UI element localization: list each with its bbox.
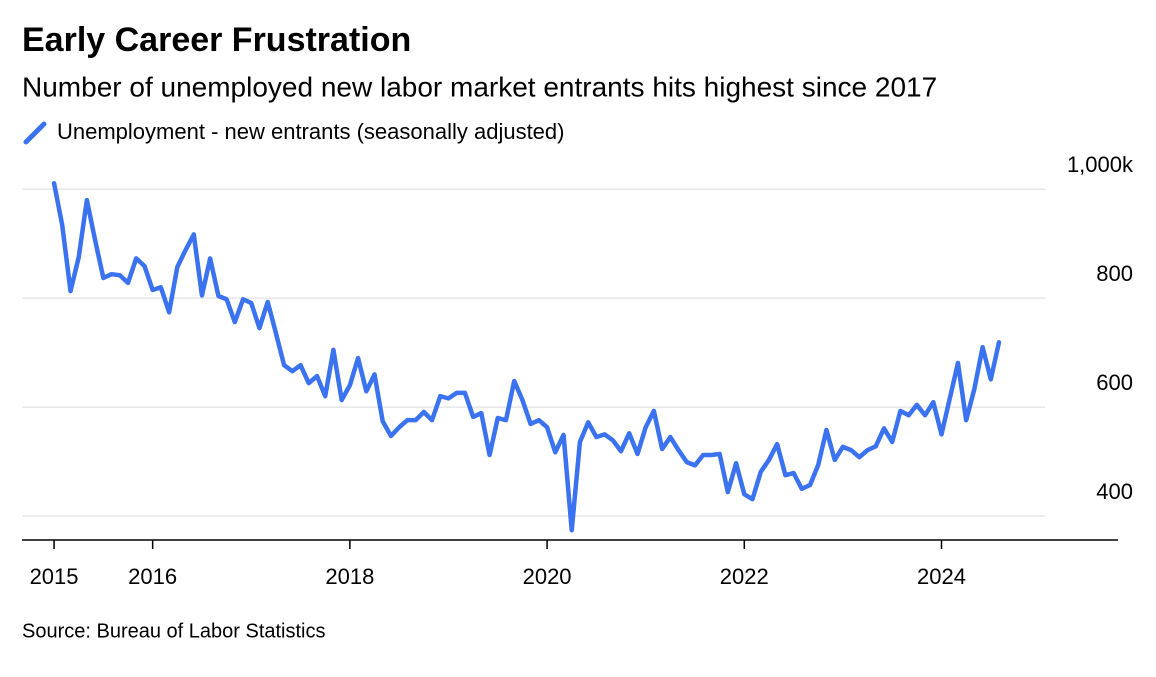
legend-label: Unemployment - new entrants (seasonally … [57, 119, 564, 144]
legend-swatch [23, 121, 47, 145]
chart-subtitle: Number of unemployed new labor market en… [22, 71, 937, 102]
y-tick-label: 1,000k [1067, 152, 1134, 177]
x-tick-label: 2022 [720, 564, 769, 589]
y-tick-label: 400 [1096, 479, 1133, 504]
x-tick-label: 2015 [30, 564, 79, 589]
series-line [51, 180, 1002, 533]
x-tick-label: 2018 [325, 564, 374, 589]
source: Source: Bureau of Labor Statistics [22, 620, 326, 642]
y-tick-label: 600 [1096, 370, 1133, 395]
y-tick-label: 800 [1096, 261, 1133, 286]
x-tick-label: 2024 [917, 564, 966, 589]
chart-title: Early Career Frustration [22, 21, 411, 59]
x-tick-label: 2020 [523, 564, 572, 589]
x-tick-label: 2016 [128, 564, 177, 589]
